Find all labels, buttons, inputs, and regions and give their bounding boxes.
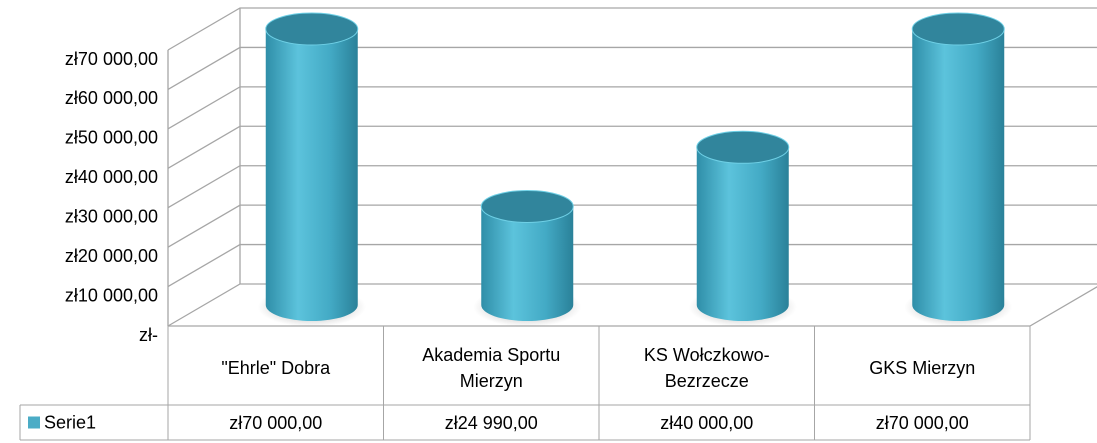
grid-line (167, 86, 1097, 130)
y-tick-label: zł20 000,00 (65, 246, 158, 266)
cell-text: zł70 000,00 (875, 412, 969, 433)
table-value: zł70 000,00 (815, 405, 1031, 440)
cell-text: KS Wołczkowo-Bezrzecze (643, 344, 770, 391)
x-tick-label: KS Wołczkowo-Bezrzecze (599, 330, 815, 405)
y-tick-label: zł60 000,00 (65, 88, 158, 108)
bar-top (911, 12, 1005, 46)
grid-line (167, 165, 1097, 209)
grid-line (167, 125, 1097, 169)
bar-top (480, 189, 574, 223)
y-tick-label: zł40 000,00 (65, 167, 158, 187)
y-tick-label: zł50 000,00 (65, 128, 158, 148)
bar-top (696, 130, 790, 164)
bar-top (265, 12, 359, 46)
legend-swatch (28, 416, 40, 429)
cell-text: zł40 000,00 (660, 412, 754, 433)
table-value: zł40 000,00 (599, 405, 815, 440)
y-tick-label: zł30 000,00 (65, 206, 158, 226)
bar (265, 29, 358, 321)
cell-text: zł70 000,00 (229, 412, 323, 433)
x-tick-label: Akademia Sportu Mierzyn (384, 330, 600, 405)
table-value: zł70 000,00 (168, 405, 384, 440)
cell-text: GKS Mierzyn (869, 357, 976, 378)
grid-line (167, 46, 1097, 90)
bar (912, 29, 1005, 321)
cell-text: zł24 990,00 (444, 412, 538, 433)
x-tick-label: "Ehrle" Dobra (168, 330, 384, 405)
legend-label: Serie1 (44, 412, 96, 432)
bar (481, 206, 574, 321)
x-tick-label: GKS Mierzyn (815, 330, 1031, 405)
cell-text: Akademia Sportu Mierzyn (422, 344, 561, 391)
grid-line (167, 7, 1097, 51)
grid-line (167, 243, 1097, 288)
grid-line (167, 283, 1097, 327)
table-value: zł24 990,00 (384, 405, 600, 440)
y-tick-label: zł- (139, 325, 158, 345)
y-tick-label: zł70 000,00 (65, 49, 158, 69)
y-tick-label: zł10 000,00 (65, 285, 158, 305)
bar (696, 147, 789, 321)
cell-text: "Ehrle" Dobra (221, 357, 331, 378)
grid-line (167, 204, 1097, 248)
